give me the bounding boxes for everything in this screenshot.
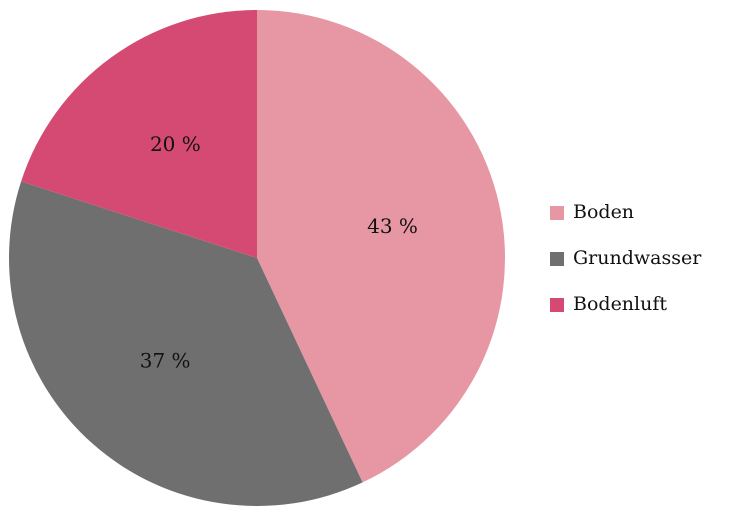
legend-label: Boden xyxy=(573,201,634,223)
pie-slice xyxy=(257,10,505,483)
pie-slice xyxy=(9,181,363,506)
legend-swatch xyxy=(550,206,564,220)
value-label: 43 % xyxy=(367,214,418,238)
pie-slice xyxy=(21,10,257,258)
legend-label: Grundwasser xyxy=(573,247,702,269)
value-label: 20 % xyxy=(150,132,201,156)
value-label: 37 % xyxy=(140,349,191,373)
legend-swatch xyxy=(550,252,564,266)
legend-label: Bodenluft xyxy=(573,293,667,315)
legend-swatch xyxy=(550,298,564,312)
